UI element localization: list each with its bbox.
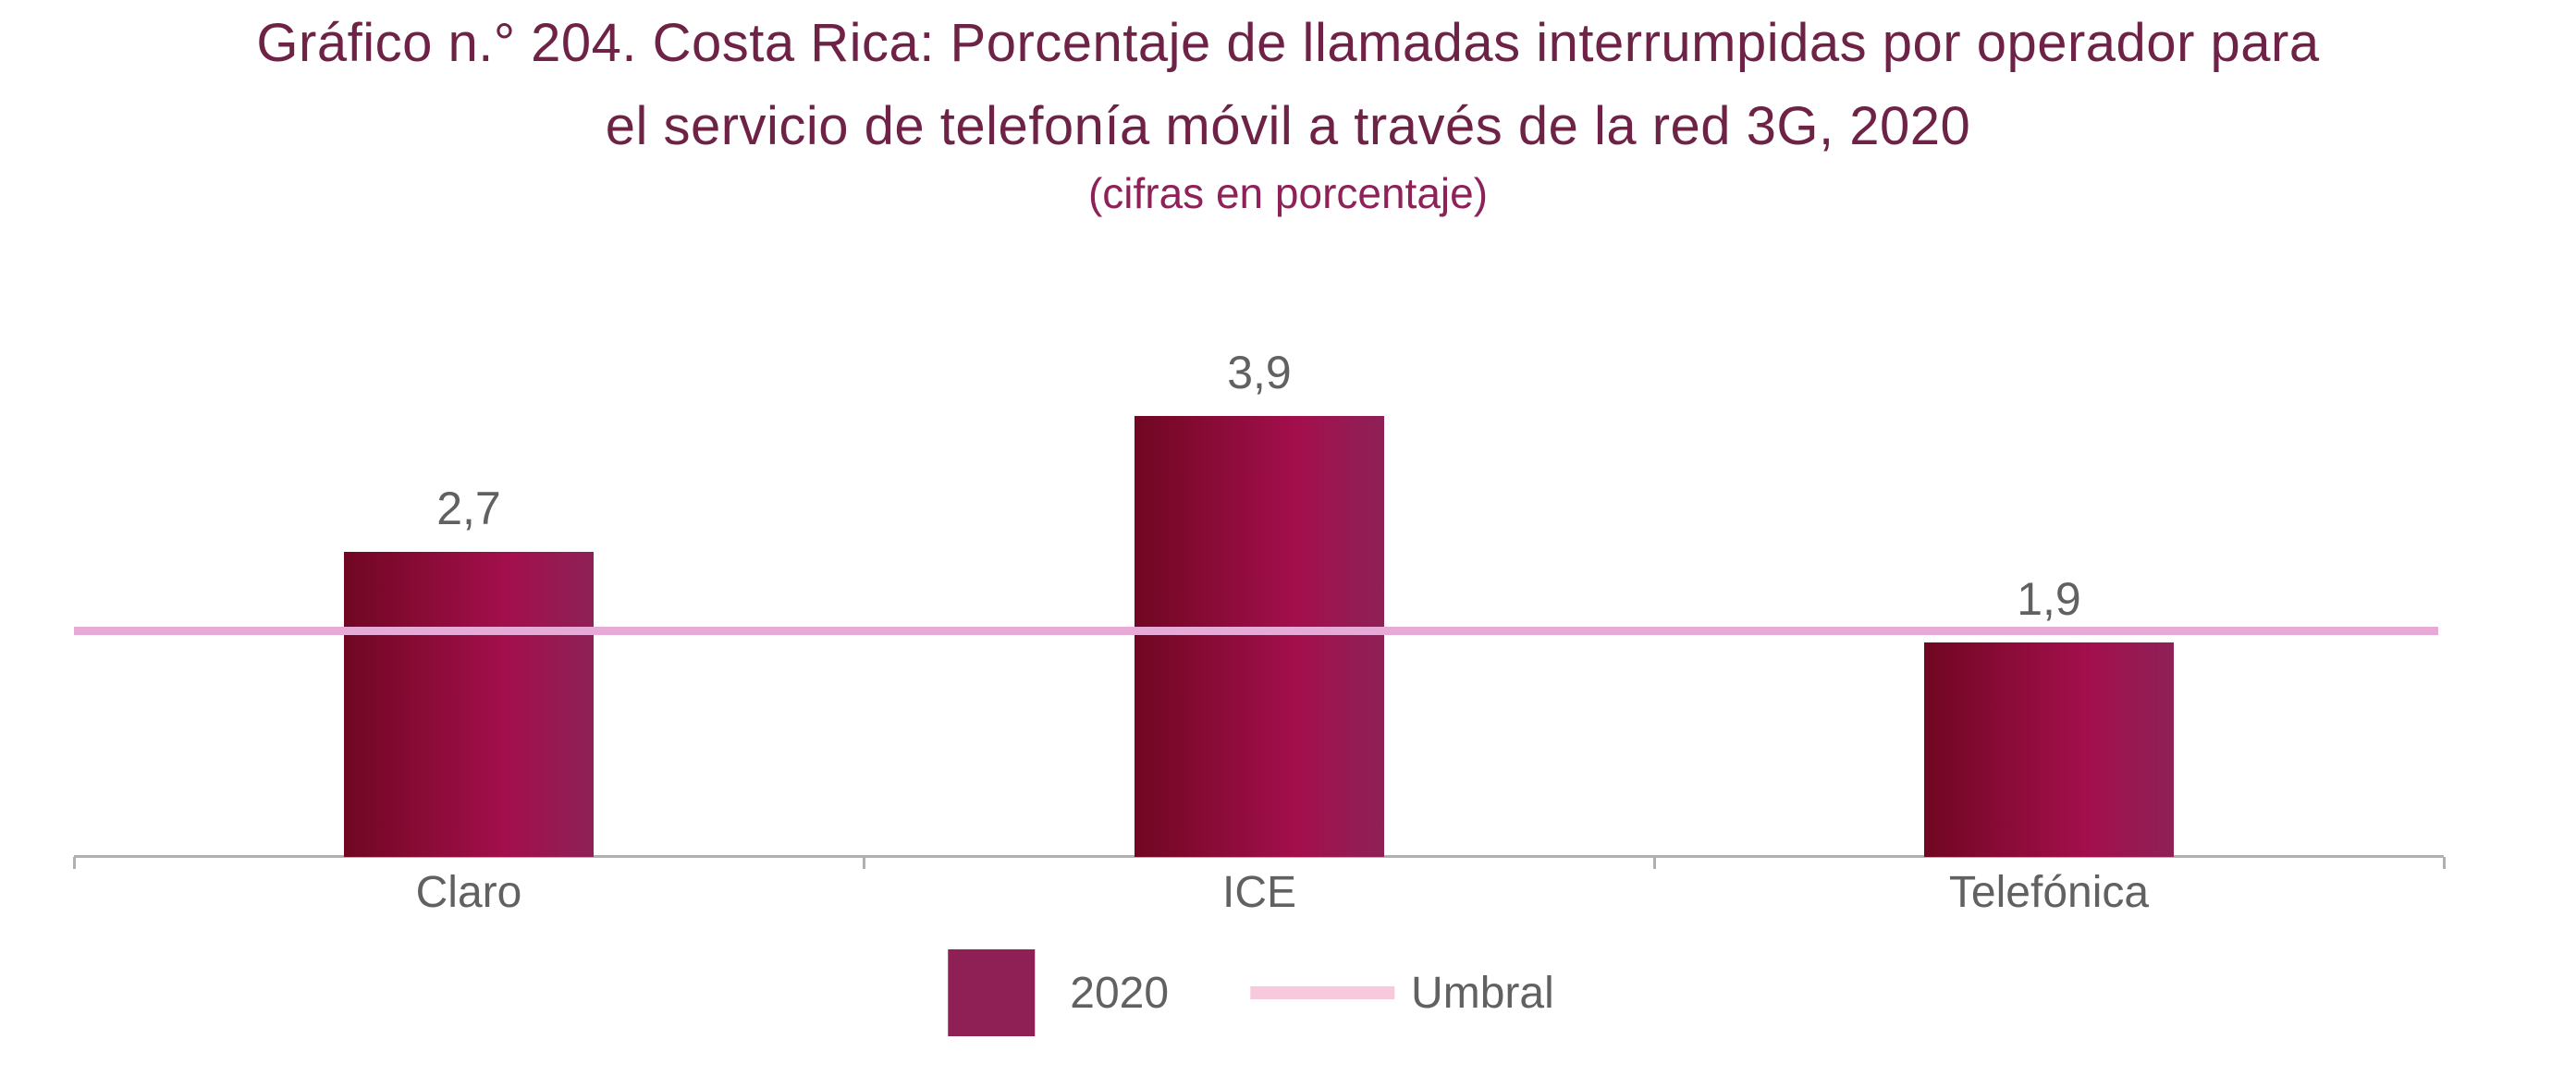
x-axis-tick [73, 857, 76, 869]
threshold-line [74, 627, 2438, 635]
legend-threshold-line-icon [1250, 986, 1395, 999]
bar-value-label-ice: 3,9 [1227, 347, 1292, 398]
legend-label-threshold: Umbral [1411, 968, 1554, 1018]
bar-value-label-claro: 2,7 [436, 483, 501, 534]
bar-ice [1135, 416, 1384, 857]
x-axis-tick [1652, 857, 1656, 869]
bar-claro [344, 552, 594, 857]
chart-subtitle: (cifras en porcentaje) [1087, 169, 1489, 217]
x-axis-tick [2443, 857, 2446, 869]
category-label-telefónica: Telefónica [1948, 868, 2150, 917]
bar-telefónica [1924, 642, 2174, 857]
legend: 2020 Umbral [948, 947, 1554, 1039]
category-label-ice: ICE [1221, 868, 1296, 917]
plot-area: 2,7 Claro 3,9 ICE 1,9 Telefónica [73, 0, 2446, 1076]
legend-swatch-icon [948, 949, 1036, 1036]
bar-value-label-telefónica: 1,9 [2017, 573, 2081, 625]
legend-label-series: 2020 [1070, 968, 1170, 1018]
chart-title: Gráfico n.° 204. Costa Rica: Porcentaje … [256, 13, 2320, 156]
category-label-claro: Claro [415, 868, 522, 917]
x-axis-tick [863, 857, 866, 869]
